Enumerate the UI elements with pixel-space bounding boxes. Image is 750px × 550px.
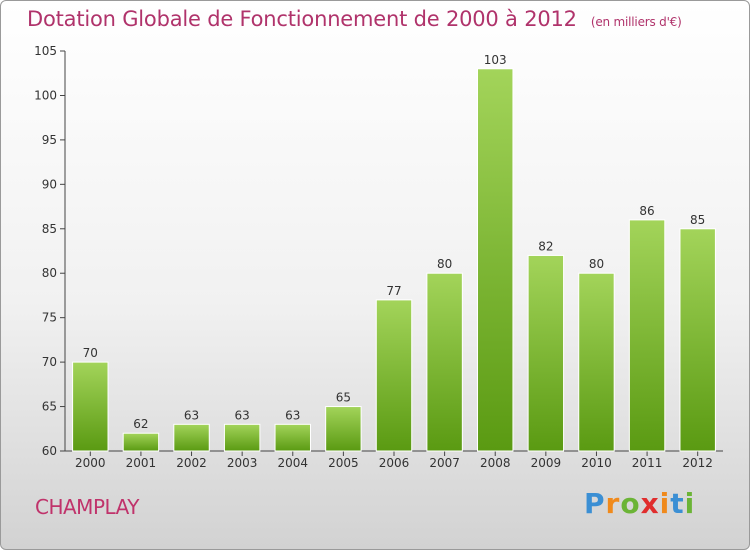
logo-letter: o — [620, 487, 641, 520]
bar-value-label: 70 — [83, 346, 98, 360]
x-tick-label: 2012 — [682, 456, 713, 470]
commune-name: CHAMPLAY — [35, 495, 139, 519]
bars — [72, 68, 716, 452]
x-tick-label: 2007 — [429, 456, 460, 470]
y-tick-label: 85 — [42, 222, 57, 236]
logo-letter: i — [659, 487, 671, 520]
y-tick-label: 90 — [42, 177, 57, 191]
bar-value-label: 82 — [538, 239, 553, 253]
bar-value-label: 62 — [133, 417, 148, 431]
x-tick-label: 2011 — [632, 456, 663, 470]
bar-value-label: 80 — [589, 257, 604, 271]
y-tick-label: 60 — [42, 444, 57, 458]
chart-title: Dotation Globale de Fonctionnement de 20… — [27, 7, 682, 31]
bar-value-label: 63 — [235, 408, 250, 422]
bar — [122, 432, 160, 452]
bar — [325, 406, 362, 452]
bar — [72, 361, 109, 452]
bar-value-label: 77 — [386, 284, 401, 298]
bar — [578, 272, 615, 452]
x-tick-label: 2003 — [227, 456, 258, 470]
logo-letter: r — [605, 487, 621, 520]
y-tick-label: 65 — [42, 400, 57, 414]
y-tick-label: 105 — [34, 44, 57, 58]
bar-value-label: 63 — [285, 408, 300, 422]
y-tick-label: 100 — [34, 88, 57, 102]
x-tick-label: 2005 — [328, 456, 359, 470]
logo-letter: x — [640, 487, 660, 520]
y-tick-label: 95 — [42, 133, 57, 147]
logo-letter: P — [584, 487, 606, 520]
data-labels: 70 62 63 63 63 65 77 80 103 82 80 86 85 — [83, 53, 706, 431]
bar — [628, 219, 666, 452]
bar — [679, 228, 716, 452]
bar-value-label: 85 — [690, 213, 705, 227]
bar — [375, 299, 413, 452]
x-tick-label: 2006 — [379, 456, 410, 470]
axes: 60 65 70 75 80 85 90 95 100 105 2000 2001 2002 2003 20… — [34, 44, 723, 470]
x-tick-label: 2001 — [126, 456, 157, 470]
y-tick-label: 75 — [42, 311, 57, 325]
bar — [477, 68, 514, 452]
unit-label: (en milliers d'€) — [590, 15, 682, 29]
y-tick-label: 70 — [42, 355, 57, 369]
bar — [426, 272, 463, 452]
x-tick-label: 2009 — [531, 456, 562, 470]
bar — [173, 423, 210, 452]
bar — [527, 254, 565, 452]
bar-value-label: 63 — [184, 408, 199, 422]
x-tick-label: 2000 — [75, 456, 106, 470]
bar — [274, 423, 311, 452]
x-tick-label: 2004 — [277, 456, 308, 470]
x-tick-label: 2010 — [581, 456, 612, 470]
logo-letter: t — [670, 487, 685, 520]
bar-value-label: 80 — [437, 257, 452, 271]
title-text: Dotation Globale de Fonctionnement de 20… — [27, 7, 577, 31]
bar — [223, 423, 261, 452]
bar-value-label: 86 — [639, 204, 654, 218]
proxiti-logo: Proxiti — [584, 487, 695, 520]
bar-value-label: 103 — [484, 53, 507, 67]
x-tick-label: 2002 — [176, 456, 207, 470]
x-tick-label: 2008 — [480, 456, 511, 470]
logo-letter: i — [684, 487, 696, 520]
bar-value-label: 65 — [336, 391, 351, 405]
y-tick-label: 80 — [42, 266, 57, 280]
